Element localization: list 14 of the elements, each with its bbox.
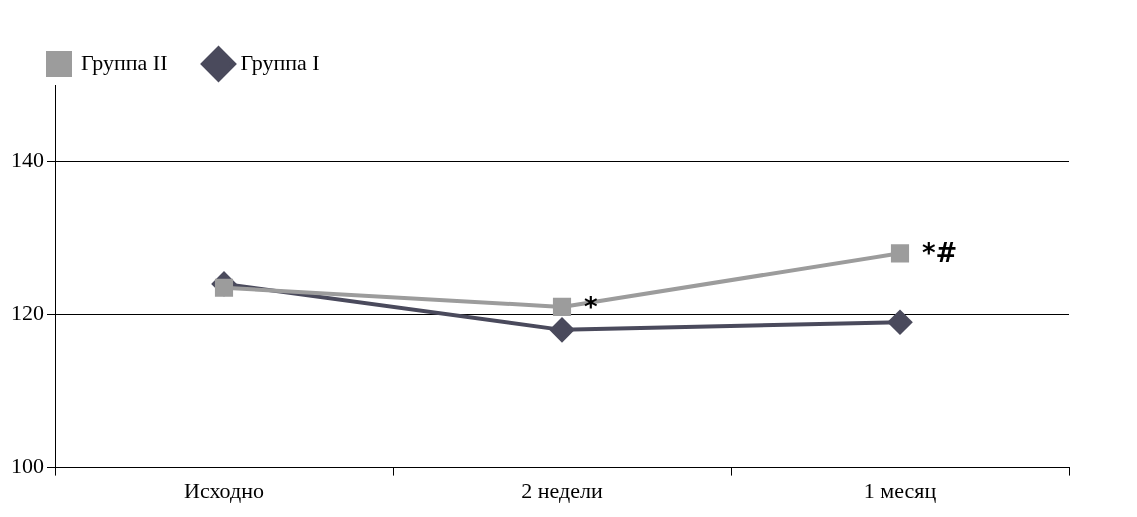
point — [550, 317, 574, 342]
point — [552, 297, 572, 316]
annotation: *# — [922, 238, 958, 269]
legend-label: Группа II — [81, 49, 168, 75]
point — [890, 244, 910, 263]
y-tick-label: 120 — [11, 300, 44, 326]
legend-label: Группа I — [240, 49, 320, 75]
y-tick-label: 100 — [11, 453, 44, 479]
y-tick-label: 140 — [11, 147, 44, 173]
point — [888, 310, 912, 335]
x-tick-label: Исходно — [184, 477, 264, 503]
x-tick-label: 2 недели — [521, 477, 603, 503]
annotation: * — [584, 291, 598, 322]
x-tick-label: 1 месяц — [863, 477, 937, 503]
